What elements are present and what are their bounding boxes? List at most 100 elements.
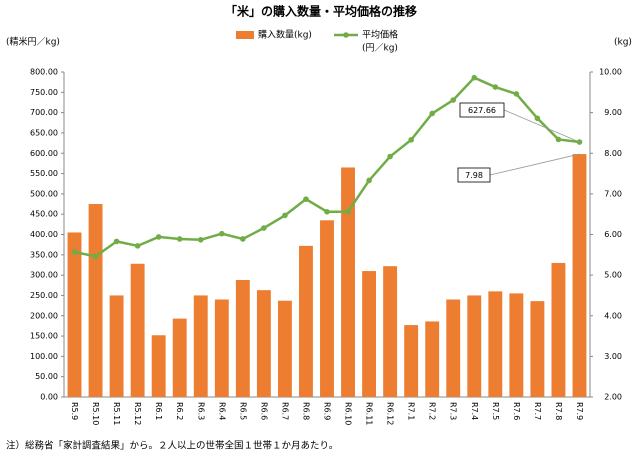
x-tick-label: R7.3 — [449, 402, 458, 420]
bar — [383, 266, 398, 397]
x-tick-label: R7.9 — [575, 402, 584, 420]
line-marker — [555, 136, 562, 143]
bar — [509, 293, 524, 397]
x-tick-label: R6.9 — [323, 402, 332, 420]
bar — [551, 262, 566, 397]
y-tick-label: 100.00 — [30, 352, 58, 361]
y-tick-label: 0.00 — [40, 393, 58, 402]
line-marker — [176, 236, 183, 242]
x-tick-label: R6.3 — [196, 402, 205, 420]
bar — [130, 263, 145, 397]
x-tick-label: R6.2 — [175, 402, 184, 420]
annotation-leader — [489, 153, 580, 176]
legend-label: 平均価格 — [362, 29, 398, 41]
line-marker — [71, 249, 78, 255]
x-tick-label: R6.11 — [365, 402, 374, 425]
bar — [235, 280, 250, 397]
x-tick-label: R7.2 — [428, 402, 437, 420]
bar — [488, 291, 503, 397]
bar — [362, 271, 377, 397]
line-marker — [113, 238, 120, 245]
legend-swatch — [343, 32, 349, 38]
x-tick-label: R5.9 — [70, 402, 79, 420]
annotation-box — [459, 102, 505, 118]
x-tick-label: R7.4 — [470, 402, 479, 420]
y-tick-label: 400.00 — [30, 230, 58, 239]
line-marker — [429, 110, 436, 117]
bar — [572, 154, 587, 397]
line-marker — [303, 196, 309, 202]
chart-title: 「米」の購入数量・平均価格の推移 — [225, 4, 417, 19]
y2-tick-label: 3.00 — [604, 352, 622, 361]
y-tick-label: 600.00 — [30, 149, 58, 158]
x-tick-label: R7.8 — [554, 402, 563, 420]
x-tick-label: R7.6 — [512, 402, 521, 420]
line-marker — [534, 115, 541, 122]
line-marker — [282, 212, 288, 219]
y-tick-label: 300.00 — [30, 271, 58, 280]
line-marker — [155, 234, 162, 240]
line-marker — [471, 74, 478, 81]
bar — [193, 295, 208, 397]
line-marker — [92, 253, 99, 260]
bar — [404, 325, 419, 397]
bar — [467, 295, 482, 397]
y-tick-label: 750.00 — [30, 88, 58, 97]
bar — [446, 299, 461, 397]
x-tick-label: R6.7 — [280, 402, 289, 420]
bar — [214, 299, 229, 397]
y2-tick-label: 5.00 — [604, 271, 622, 280]
y-tick-label: 250.00 — [30, 291, 58, 300]
y2-tick-label: 8.00 — [604, 149, 622, 158]
line-marker — [324, 208, 330, 215]
line-marker — [134, 243, 141, 249]
x-tick-label: R5.12 — [133, 402, 142, 425]
x-tick-label: R6.5 — [238, 402, 247, 420]
y-tick-label: 200.00 — [30, 311, 58, 320]
annotation-leader — [503, 109, 580, 143]
bar — [151, 335, 166, 397]
x-tick-label: R7.1 — [407, 402, 416, 420]
legend-label: 購入数量(kg) — [258, 29, 312, 41]
bar — [425, 321, 440, 397]
y-tick-label: 350.00 — [30, 250, 58, 259]
line-marker — [387, 153, 393, 160]
y-tick-label: 800.00 — [30, 68, 58, 77]
x-tick-label: R6.8 — [301, 402, 310, 420]
value-label: 7.98 — [465, 171, 483, 180]
y2-tick-label: 4.00 — [604, 311, 622, 320]
y-tick-label: 700.00 — [30, 108, 58, 117]
y2-tick-label: 6.00 — [604, 230, 622, 239]
x-tick-label: R5.11 — [112, 402, 121, 425]
x-tick-label: R7.5 — [491, 402, 500, 420]
line-marker — [197, 236, 204, 243]
bar — [530, 301, 545, 397]
value-label: 627.66 — [468, 106, 496, 115]
x-tick-label: R6.1 — [154, 402, 163, 420]
y-tick-label: 150.00 — [30, 332, 58, 341]
legend-label: (円／kg) — [362, 43, 398, 54]
y-axis-label: (精米円／kg) — [6, 36, 60, 48]
footnote: 注）総務省「家計調査結果」から。２人以上の世帯全国１世帯１か月あたり。 — [6, 440, 338, 452]
y-tick-label: 650.00 — [30, 128, 58, 137]
y2-tick-label: 7.00 — [604, 189, 622, 198]
line-marker — [492, 84, 499, 90]
bar — [256, 290, 271, 397]
annotation-box — [457, 167, 491, 183]
bar — [277, 300, 292, 397]
y-tick-label: 450.00 — [30, 210, 58, 219]
x-tick-label: R6.6 — [259, 402, 268, 420]
line-marker — [366, 177, 372, 184]
bar — [172, 318, 187, 397]
x-tick-label: R5.10 — [91, 402, 100, 425]
bar — [299, 245, 313, 397]
y2-tick-label: 2.00 — [604, 393, 622, 402]
line-marker — [345, 208, 351, 215]
line-marker — [450, 97, 457, 103]
bar — [88, 204, 103, 397]
y2-tick-label: 10.00 — [599, 68, 622, 77]
x-tick-label: R6.12 — [386, 402, 395, 425]
line-marker — [408, 137, 414, 143]
line-marker — [240, 236, 246, 242]
